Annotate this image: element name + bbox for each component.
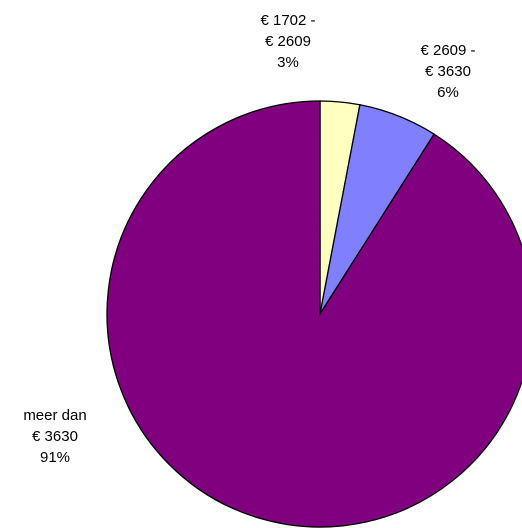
slice-percent: 6% <box>437 84 459 101</box>
slice-label: meer dan € 3630 91% <box>19 405 91 468</box>
pie-slice <box>106 100 522 528</box>
slice-category: € 1702 - € 2609 <box>260 12 316 50</box>
slice-percent: 91% <box>39 449 71 466</box>
slice-category: meer dan € 3630 <box>23 407 87 445</box>
slice-label: € 1702 - € 2609 3% <box>252 10 324 73</box>
slice-category: € 2609 - € 3630 <box>420 42 476 80</box>
slice-label: € 2609 - € 3630 6% <box>412 40 484 103</box>
slice-percent: 3% <box>277 54 299 71</box>
